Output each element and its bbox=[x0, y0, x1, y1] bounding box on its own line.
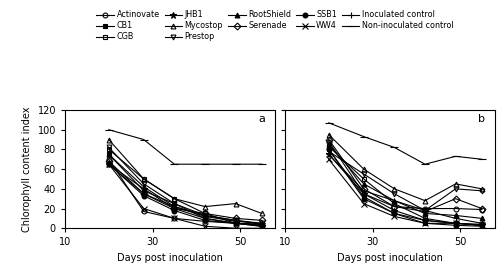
X-axis label: Days post inoculation: Days post inoculation bbox=[337, 253, 443, 263]
Text: b: b bbox=[478, 114, 485, 123]
X-axis label: Days post inoculation: Days post inoculation bbox=[117, 253, 223, 263]
Text: a: a bbox=[258, 114, 265, 123]
Legend: Actinovate, CB1, CGB, JHB1, Mycostop, Prestop, RootShield, Serenade, SSB1, WW4, : Actinovate, CB1, CGB, JHB1, Mycostop, Pr… bbox=[96, 10, 454, 42]
Y-axis label: Chlorophyll content index: Chlorophyll content index bbox=[22, 106, 32, 232]
